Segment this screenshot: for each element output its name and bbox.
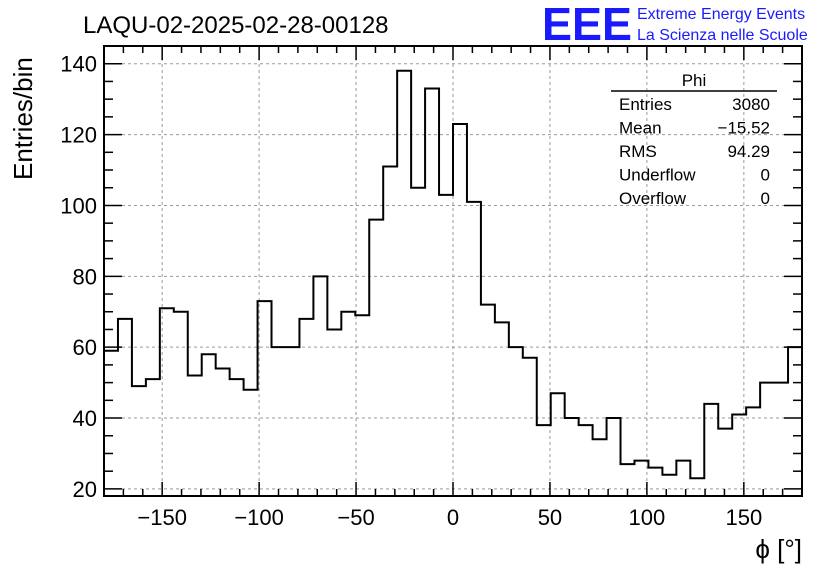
stats-label-overflow: Overflow xyxy=(619,189,687,208)
stats-label-mean: Mean xyxy=(619,119,662,138)
y-tick-label: 80 xyxy=(73,264,97,289)
stats-value-rms: 94.29 xyxy=(727,142,770,161)
stats-label-underflow: Underflow xyxy=(619,166,696,185)
stats-value-overflow: 0 xyxy=(761,189,770,208)
y-tick-label: 120 xyxy=(60,123,97,148)
eee-logo: EEE Extreme Energy Events La Scienza nel… xyxy=(542,0,808,50)
stats-title: Phi xyxy=(682,71,707,90)
x-tick-label: −50 xyxy=(337,505,374,530)
y-tick-labels: 20 40 60 80 100 120 140 xyxy=(60,52,97,502)
stats-box: Phi Entries 3080 Mean −15.52 RMS 94.29 Underfl… xyxy=(611,71,777,208)
stats-value-underflow: 0 xyxy=(761,166,770,185)
eee-logo-text: EEE xyxy=(542,0,632,50)
y-tick-label: 20 xyxy=(73,477,97,502)
chart-title: LAQU-02-2025-02-28-00128 xyxy=(83,12,389,39)
x-tick-label: −150 xyxy=(137,505,187,530)
x-tick-label: −100 xyxy=(234,505,284,530)
grid-lines xyxy=(104,46,802,496)
stats-value-entries: 3080 xyxy=(732,95,770,114)
y-tick-label: 60 xyxy=(73,335,97,360)
stats-label-entries: Entries xyxy=(619,95,672,114)
x-tick-labels: −150 −100 −50 0 50 100 150 xyxy=(137,505,762,530)
x-tick-label: 150 xyxy=(725,505,762,530)
eee-logo-line1: Extreme Energy Events xyxy=(637,6,805,23)
y-tick-label: 40 xyxy=(73,406,97,431)
y-tick-label: 140 xyxy=(60,52,97,77)
stats-value-mean: −15.52 xyxy=(718,119,770,138)
x-tick-label: 0 xyxy=(447,505,459,530)
y-tick-label: 100 xyxy=(60,193,97,218)
eee-logo-line2: La Scienza nelle Scuole xyxy=(637,27,808,44)
x-tick-label: 50 xyxy=(538,505,562,530)
y-axis-label: Entries/bin xyxy=(8,57,38,180)
axis-ticks xyxy=(103,46,803,496)
stats-label-rms: RMS xyxy=(619,142,657,161)
x-tick-label: 100 xyxy=(629,505,666,530)
histogram-series xyxy=(103,69,803,496)
x-axis-label: ϕ [°] xyxy=(755,534,802,564)
